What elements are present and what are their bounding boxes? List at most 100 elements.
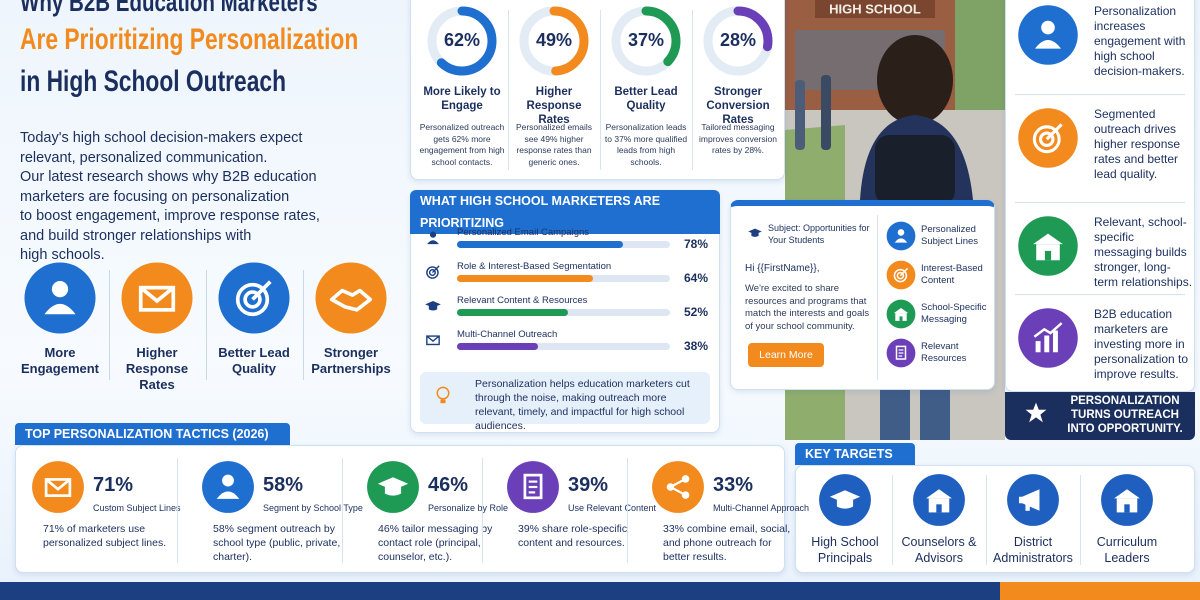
icon (899, 316, 903, 321)
bar-value: 64% (684, 271, 709, 285)
tactic-percent: 39% (568, 474, 609, 496)
icon (202, 461, 254, 513)
icon (426, 266, 439, 279)
walker (795, 80, 805, 150)
sidebar-text: Segmented outreach drives higher respons… (1094, 107, 1181, 181)
icon (1018, 308, 1078, 368)
icon (436, 386, 450, 404)
donut-label: 62% (443, 30, 481, 50)
stat-text: Personalization leads to 37% more qualif… (604, 122, 688, 167)
tactic-percent: 71% (93, 474, 134, 496)
intro-line: relevant, personalized communication. (20, 149, 268, 166)
donut-arc (703, 6, 773, 76)
stat-text: Personalized emails see 49% higher respo… (515, 122, 593, 167)
learn-more-button[interactable]: Learn More (748, 343, 824, 367)
icon (1033, 233, 1063, 245)
email-feature: Relevant Resources (921, 341, 967, 364)
walker (821, 75, 831, 150)
icon (751, 233, 759, 237)
divider (986, 475, 987, 565)
icon (897, 229, 905, 236)
divider (892, 475, 893, 565)
donut-arc (611, 6, 681, 76)
icon (1124, 504, 1130, 513)
icon (44, 478, 72, 497)
bar (457, 241, 624, 248)
icon (251, 280, 272, 301)
icon (893, 308, 909, 314)
icon (222, 474, 234, 487)
icon (1033, 322, 1063, 338)
icon (1044, 335, 1050, 353)
divider (1015, 202, 1185, 203)
icon (315, 262, 387, 334)
bar-value: 38% (684, 339, 709, 353)
icon (1114, 489, 1140, 499)
target-label: High School Principals (811, 535, 879, 565)
icon (32, 461, 84, 513)
backpack (875, 135, 955, 205)
icon (243, 290, 262, 309)
email-body: We're excited to share resources and pro… (745, 283, 870, 332)
intro-line: high schools. (20, 247, 105, 263)
icon (1007, 474, 1059, 526)
intro-line: Our latest research shows why B2B educat… (20, 169, 317, 185)
icon (51, 280, 69, 298)
icon (426, 335, 440, 346)
email-greeting: Hi {{FirstName}}, (745, 263, 820, 274)
donut (519, 6, 589, 76)
tactic-name: Personalize by Role (428, 503, 509, 513)
icon (1039, 131, 1055, 147)
icon (523, 473, 543, 500)
icon (427, 231, 439, 245)
title-line: in High School Outreach (20, 65, 287, 98)
icon (666, 483, 675, 491)
icon (431, 265, 440, 274)
banner-text: PERSONALIZATION TURNS OUTREACH INTO OPPO… (1067, 395, 1183, 435)
donut-label: 49% (535, 30, 573, 50)
stat-text: Tailored messaging improves conversion r… (699, 122, 777, 155)
target-label: Curriculum Leaders (1096, 535, 1158, 565)
icon (1101, 474, 1153, 526)
icon (121, 262, 193, 334)
divider (303, 270, 304, 380)
icon (886, 299, 916, 329)
icon (886, 221, 916, 251)
donut-label: 37% (627, 30, 665, 50)
priorities-title: WHAT HIGH SCHOOL MARKETERS ARE PRIORITIZ… (410, 190, 720, 234)
tactic-percent: 33% (713, 474, 754, 496)
divider (627, 458, 628, 563)
icon (899, 267, 909, 277)
target-label: Counselors & Advisors (901, 535, 977, 565)
icon (1034, 39, 1062, 49)
icon (507, 461, 559, 513)
icon (1025, 402, 1047, 423)
icon (652, 461, 704, 513)
divider (877, 215, 878, 380)
divider (1015, 94, 1185, 95)
icon (886, 260, 916, 290)
email-subject: Subject: Opportunities for Your Students (768, 223, 870, 245)
title-line: Are Prioritizing Personalization (20, 23, 359, 56)
footer-strip (0, 582, 1000, 600)
icon (1018, 496, 1024, 504)
intro-line: Today's high school decision-makers expe… (20, 130, 303, 146)
icon (1018, 5, 1078, 65)
tactic-text: 58% segment outreach by school type (pub… (213, 523, 341, 563)
tactic-text: 33% combine email, social, and phone out… (663, 523, 791, 563)
divider (177, 458, 178, 563)
bar-value: 52% (684, 305, 709, 319)
icon (1044, 250, 1052, 261)
tactic-text: 46% tailor messaging by contact role (pr… (378, 523, 493, 563)
icon (896, 271, 905, 280)
donut-arc (519, 6, 589, 76)
icon (440, 399, 446, 404)
bar (457, 309, 568, 316)
sidebar-text: Personalization increases engagement wit… (1094, 4, 1186, 78)
icon (426, 335, 440, 346)
sidebar-text: Relevant, school-specific messaging buil… (1094, 215, 1193, 289)
sign-text: HIGH SCHOOL (829, 1, 921, 16)
icon (24, 262, 96, 334)
intro-line: to boost engagement, improve response ra… (20, 208, 320, 224)
